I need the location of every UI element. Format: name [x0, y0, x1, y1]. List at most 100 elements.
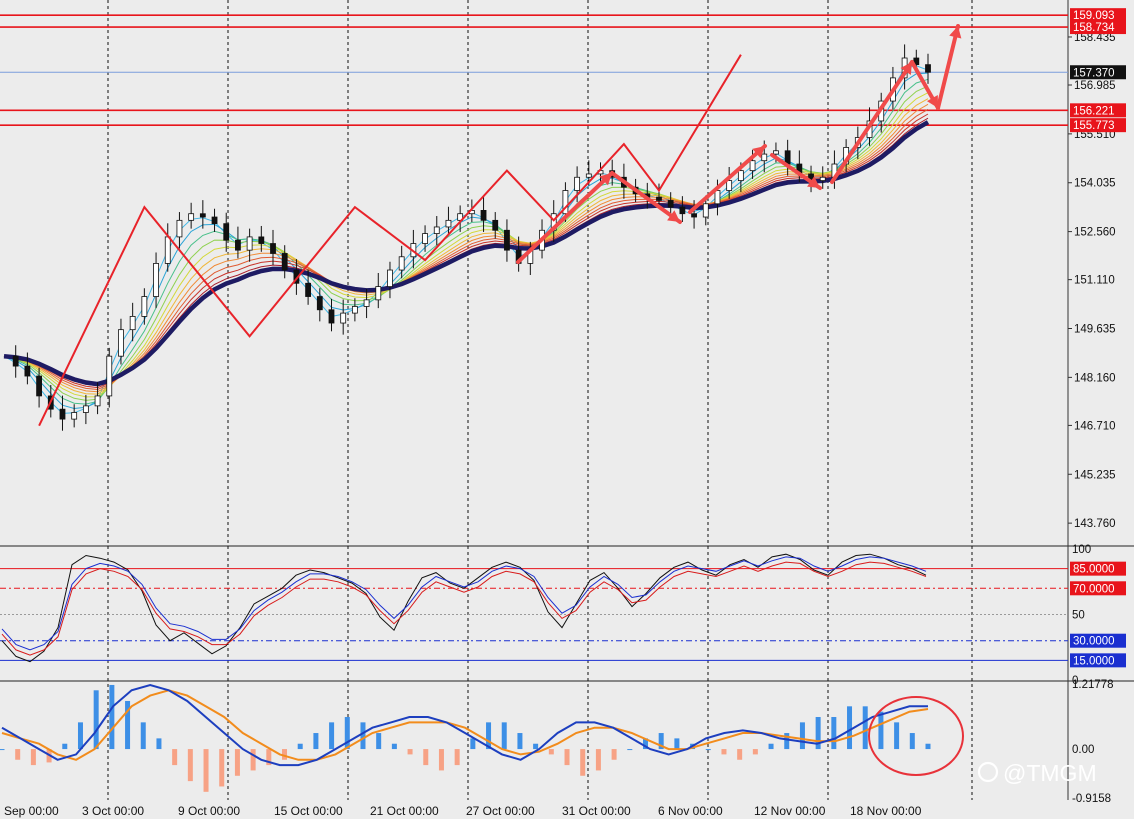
candle-body — [188, 213, 195, 221]
macd-histogram-bar — [768, 743, 774, 750]
candle-body — [784, 150, 791, 165]
ribbon-ma-line — [3, 92, 929, 398]
macd-histogram-bar — [454, 749, 460, 766]
candle-body — [59, 408, 66, 420]
macd-histogram-bar — [925, 743, 931, 750]
candle-body — [340, 312, 347, 324]
macd-histogram-bar — [721, 749, 727, 755]
price-tick-label: 146.710 — [1074, 420, 1116, 432]
candle-body — [375, 286, 382, 301]
stoch-scale-label: 0 — [1072, 675, 1078, 687]
stoch-scale-label: 100 — [1072, 544, 1091, 556]
macd-histogram-bar — [77, 722, 83, 750]
macd-histogram-bar — [752, 749, 758, 755]
price-tick-label: 151.110 — [1074, 275, 1115, 287]
macd-histogram-bar — [187, 749, 193, 782]
macd-histogram-bar — [847, 706, 853, 750]
ribbon-ma-line — [3, 78, 929, 405]
candle-body — [714, 190, 721, 205]
candle-body — [574, 176, 581, 191]
macd-histogram-bar — [737, 749, 743, 760]
candle-body — [36, 375, 42, 397]
candle-body — [761, 153, 768, 162]
macd-histogram-bar — [266, 749, 272, 766]
candle-body — [445, 219, 452, 228]
candle-body — [235, 239, 241, 251]
candle-body — [246, 236, 253, 251]
macd-histogram-bar — [486, 722, 492, 750]
macd-histogram-bar — [407, 749, 413, 755]
candle-body — [422, 233, 428, 244]
candle-body — [480, 209, 487, 221]
time-axis-label: 6 Nov 00:00 — [658, 804, 723, 818]
macd-histogram-bar — [611, 749, 617, 760]
stoch-level-tag-box — [1070, 561, 1126, 576]
price-tag-box — [1070, 103, 1126, 118]
price-tick-label: 148.160 — [1074, 372, 1116, 384]
stoch-level-tag-label: 30.0000 — [1073, 636, 1115, 648]
candle-body — [328, 309, 335, 324]
candle-body — [129, 316, 136, 331]
candle-body — [749, 160, 756, 172]
candle-body — [433, 226, 440, 234]
macd-histogram-bar — [658, 733, 664, 750]
trend-arrow-head — [599, 173, 612, 186]
horizontal-levels — [0, 14, 1068, 126]
macd-histogram-bar — [517, 733, 523, 750]
price-tag-label: 157.370 — [1073, 67, 1115, 79]
trend-arrow-head — [900, 62, 912, 75]
candle-body — [270, 243, 276, 254]
macd-histogram-bar — [15, 749, 21, 760]
macd-histogram-bar — [501, 722, 507, 750]
candle-body — [223, 223, 230, 241]
macd-histogram-bar — [705, 749, 711, 751]
macd-histogram-bar — [376, 733, 382, 750]
macd-histogram-bar — [674, 738, 680, 750]
macd-histogram-bar — [93, 690, 99, 750]
time-grid — [0, 0, 1134, 800]
candle-body — [82, 405, 89, 413]
macd-histogram-bar — [815, 717, 821, 750]
price-tick-label: 149.635 — [1074, 324, 1116, 336]
candle-body — [118, 329, 124, 357]
macd-histogram-bar — [533, 743, 539, 750]
macd-scale-label: 1.21778 — [1072, 679, 1114, 691]
price-tick-label: 156.985 — [1074, 80, 1116, 92]
trend-arrow-shaft — [688, 144, 767, 214]
candle-body — [94, 395, 101, 407]
candle-body — [585, 173, 592, 178]
candle-body — [504, 229, 510, 251]
macd-histogram-bar — [642, 738, 648, 750]
macd-histogram-bar — [360, 722, 366, 750]
candle-body — [773, 150, 779, 155]
time-axis-label: 18 Nov 00:00 — [850, 804, 922, 818]
time-axis-label: Sep 00:00 — [4, 804, 59, 818]
ribbon-ma-line — [3, 108, 929, 391]
macd-histogram-bar — [831, 717, 837, 750]
macd-histogram-bar — [172, 749, 178, 766]
candle-body — [363, 299, 370, 307]
trend-arrow-shaft — [936, 24, 960, 110]
macd-histogram-bar — [109, 684, 115, 750]
candle-body — [164, 236, 171, 264]
candle-body — [562, 190, 569, 215]
stoch-level-tag-label: 70.0000 — [1073, 583, 1115, 595]
macd-histogram-bar — [627, 749, 633, 751]
macd-panel — [0, 683, 964, 792]
macd-histogram-bar — [391, 743, 397, 750]
candle-body — [679, 206, 686, 215]
macd-histogram-bar — [862, 706, 868, 750]
macd-histogram-bar — [62, 743, 68, 750]
macd-histogram-bar — [564, 749, 570, 766]
ribbon-ma-line — [3, 98, 929, 395]
stoch-signal-line — [1, 561, 927, 656]
macd-histogram-bar — [344, 717, 350, 750]
candle-body — [153, 263, 159, 297]
time-axis-label: 12 Nov 00:00 — [754, 804, 826, 818]
stoch-level-tag-label: 15.0000 — [1073, 655, 1115, 667]
candle-body — [211, 216, 218, 225]
price-tick-label: 152.560 — [1074, 227, 1116, 239]
macd-histogram-bar — [297, 743, 303, 750]
